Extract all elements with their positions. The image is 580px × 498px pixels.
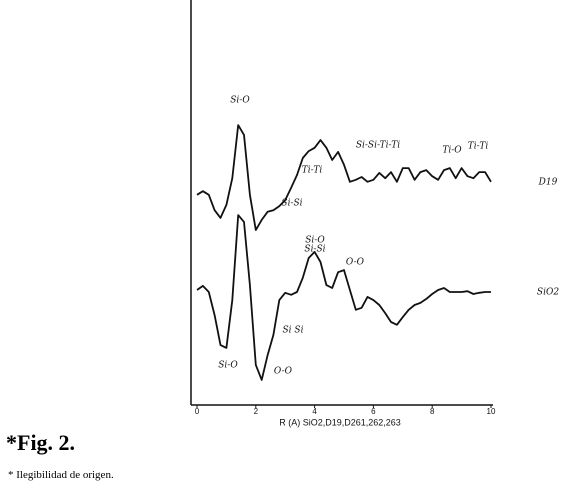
x-tick-label: 6	[371, 407, 376, 416]
x-tick-label: 10	[487, 407, 496, 416]
x-tick-label: 8	[430, 407, 435, 416]
x-tick-label: 2	[254, 407, 259, 416]
annotation: O-O	[274, 367, 293, 377]
annotation: Ti-O	[442, 146, 462, 156]
series-label: SiO2	[537, 288, 559, 298]
annotation: O-O	[346, 258, 365, 268]
footnote: * Ilegibilidad de origen.	[8, 469, 114, 481]
x-tick-label: 0	[195, 407, 200, 416]
x-tick-label: 4	[312, 407, 317, 416]
x-axis-label: R (A) SiO2,D19,D261,262,263	[279, 417, 401, 427]
annotation: Si-O	[305, 236, 325, 246]
annotation: Si-O	[230, 96, 250, 106]
annotation: Si-Si	[304, 245, 325, 255]
chart: R (A) SiO2,D19,D261,262,263 0 2 4 6 8 10 D19 Si…	[190, 0, 559, 427]
annotation: Ti-Ti	[468, 142, 489, 152]
annotation: Si-O	[218, 361, 238, 371]
annotation: Si-Si	[281, 199, 302, 209]
annotation: Si-Si-Ti-Ti	[356, 141, 400, 151]
line	[196, 214, 491, 381]
caption: *Fig. 2.	[6, 430, 76, 455]
line	[196, 124, 492, 231]
annotation: Ti-Ti	[302, 166, 323, 176]
series-label: D19	[538, 178, 558, 188]
annotation: Si Si	[283, 326, 304, 336]
